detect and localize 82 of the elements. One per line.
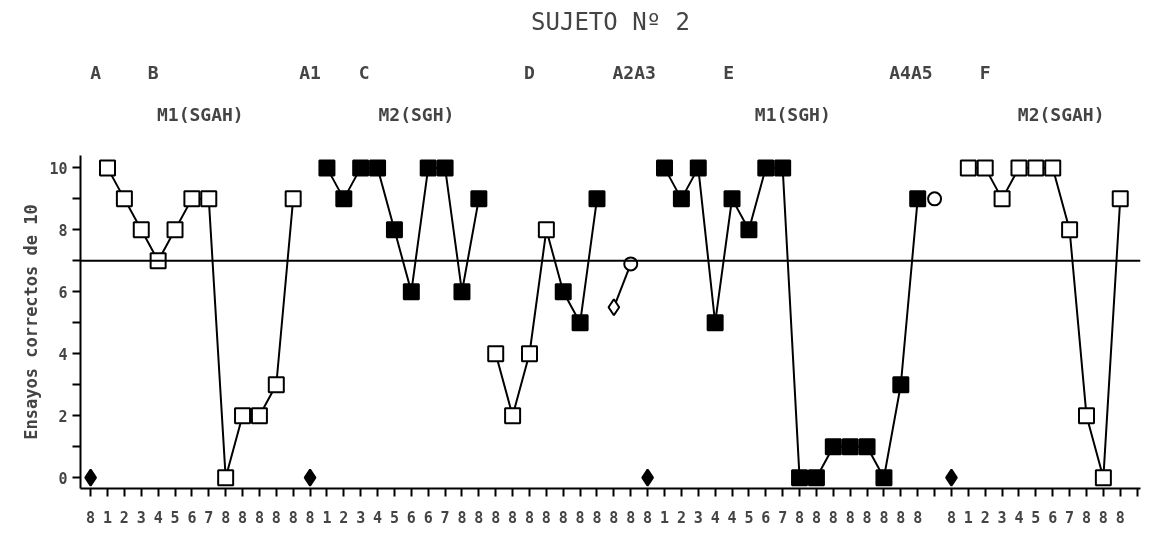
x-tick-label: 7 [204, 508, 214, 527]
text: M2(SGH) [378, 103, 455, 125]
x-tick-label: 8 [896, 508, 906, 527]
x-tick-label: 5 [170, 508, 180, 527]
y-tick-label: 2 [58, 407, 68, 426]
text: M2(SGAH) [1017, 103, 1105, 125]
x-tick-label: 8 [221, 508, 231, 527]
x-tick-label: 8 [457, 508, 467, 527]
y-tick-label: 4 [58, 345, 68, 364]
x-tick-label: 2 [676, 508, 686, 527]
x-tick-label: 5 [744, 508, 754, 527]
x-tick-label: 8 [811, 508, 821, 527]
x-tick-label: 8 [643, 508, 653, 527]
text: D [524, 61, 536, 83]
x-tick-label: 8 [474, 508, 484, 527]
y-tick-label: 0 [58, 469, 68, 488]
text: E [723, 61, 735, 83]
x-tick-label: 8 [558, 508, 568, 527]
text: C [358, 61, 370, 83]
x-tick-label: 8 [491, 508, 501, 527]
x-tick-label: 1 [660, 508, 670, 527]
x-tick-label: 1 [322, 508, 332, 527]
text: A1 [299, 61, 321, 83]
x-tick-label: 8 [1081, 508, 1091, 527]
x-tick-label: 5 [1031, 508, 1041, 527]
x-tick-label: 6 [761, 508, 771, 527]
x-tick-label: 8 [271, 508, 281, 527]
x-tick-label: 4 [727, 508, 737, 527]
x-tick-label: 3 [356, 508, 366, 527]
x-tick-label: 8 [1115, 508, 1125, 527]
x-tick-label: 8 [575, 508, 585, 527]
x-tick-label: 8 [254, 508, 264, 527]
x-tick-label: 2 [980, 508, 990, 527]
x-tick-label: 8 [845, 508, 855, 527]
text: M1(SGAH) [156, 103, 244, 125]
text: B [147, 61, 159, 83]
x-tick-label: 8 [946, 508, 956, 527]
x-tick-label: 6 [187, 508, 197, 527]
x-tick-label: 3 [693, 508, 703, 527]
x-tick-label: 6 [1048, 508, 1058, 527]
x-tick-label: 8 [288, 508, 298, 527]
x-tick-label: 2 [119, 508, 129, 527]
x-tick-label: 7 [440, 508, 450, 527]
x-tick-label: 8 [541, 508, 551, 527]
x-tick-label: 4 [153, 508, 163, 527]
y-axis-title: Ensayos correctos de 10 [21, 204, 42, 440]
x-tick-label: 8 [238, 508, 248, 527]
x-tick-label: 8 [592, 508, 602, 527]
y-tick-label: 8 [58, 221, 68, 240]
x-tick-label: 4 [373, 508, 383, 527]
text: A4A5 [889, 61, 933, 83]
x-tick-label: 8 [879, 508, 889, 527]
x-tick-label: 7 [1065, 508, 1075, 527]
x-tick-label: 4 [710, 508, 720, 527]
x-tick-label: 8 [913, 508, 923, 527]
chart-title: SUJETO Nº 2 [531, 7, 690, 36]
x-tick-label: 3 [136, 508, 146, 527]
x-tick-label: 4 [1014, 508, 1024, 527]
text: A [90, 61, 102, 83]
x-tick-label: 1 [102, 508, 113, 527]
x-tick-label: 8 [828, 508, 838, 527]
x-tick-label: 8 [508, 508, 518, 527]
x-tick-label: 6 [423, 508, 433, 527]
x-tick-label: 8 [305, 508, 315, 527]
x-tick-label: 1 [963, 508, 973, 527]
x-tick-label: 8 [862, 508, 872, 527]
x-tick-label: 6 [406, 508, 416, 527]
x-tick-label: 8 [524, 508, 534, 527]
text: A2A3 [612, 61, 656, 83]
x-tick-label: 8 [86, 508, 96, 527]
x-tick-label: 8 [609, 508, 619, 527]
x-tick-label: 7 [778, 508, 788, 527]
x-tick-label: 8 [1098, 508, 1108, 527]
text: M1(SGH) [754, 103, 831, 125]
y-tick-label: 6 [58, 283, 68, 302]
y-tick-label: 10 [49, 159, 68, 178]
x-tick-label: 3 [997, 508, 1007, 527]
x-tick-label: 2 [339, 508, 349, 527]
x-tick-label: 5 [389, 508, 399, 527]
text: F [979, 61, 991, 83]
x-tick-label: 8 [626, 508, 636, 527]
x-tick-label: 8 [795, 508, 805, 527]
